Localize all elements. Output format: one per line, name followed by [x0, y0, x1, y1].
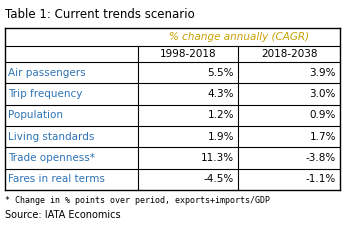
Text: 5.5%: 5.5%	[207, 68, 234, 78]
Text: 4.3%: 4.3%	[207, 89, 234, 99]
Text: 11.3%: 11.3%	[201, 153, 234, 163]
Text: Trip frequency: Trip frequency	[8, 89, 82, 99]
Text: % change annually (CAGR): % change annually (CAGR)	[169, 32, 309, 42]
Text: Living standards: Living standards	[8, 132, 95, 142]
Text: 1.7%: 1.7%	[309, 132, 336, 142]
Text: 3.9%: 3.9%	[309, 68, 336, 78]
Text: Source: IATA Economics: Source: IATA Economics	[5, 210, 121, 220]
Text: 3.0%: 3.0%	[309, 89, 336, 99]
Text: -1.1%: -1.1%	[306, 174, 336, 184]
Text: Fares in real terms: Fares in real terms	[8, 174, 105, 184]
Text: Air passengers: Air passengers	[8, 68, 86, 78]
Text: 1.2%: 1.2%	[207, 110, 234, 120]
Text: -4.5%: -4.5%	[204, 174, 234, 184]
Text: Trade openness*: Trade openness*	[8, 153, 95, 163]
Text: 0.9%: 0.9%	[309, 110, 336, 120]
Text: 1998-2018: 1998-2018	[160, 49, 216, 59]
Text: 2018-2038: 2018-2038	[261, 49, 317, 59]
Text: Table 1: Current trends scenario: Table 1: Current trends scenario	[5, 8, 195, 21]
Text: 1.9%: 1.9%	[207, 132, 234, 142]
Text: * Change in % points over period, exports+imports/GDP: * Change in % points over period, export…	[5, 196, 270, 205]
Text: -3.8%: -3.8%	[306, 153, 336, 163]
Text: Population: Population	[8, 110, 63, 120]
